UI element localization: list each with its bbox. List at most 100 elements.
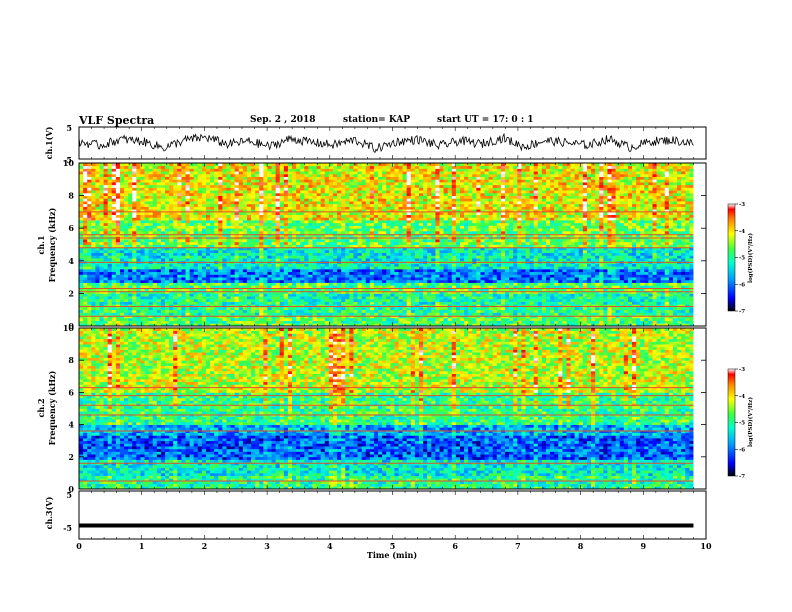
spectrogram-cell bbox=[312, 214, 317, 218]
spectrogram-cell bbox=[382, 279, 387, 283]
spectrogram-cell bbox=[140, 258, 145, 262]
spectrogram-cell bbox=[160, 323, 166, 327]
spectrogram-cell bbox=[95, 228, 100, 232]
spectrogram-cell bbox=[210, 225, 215, 229]
spectrogram-cell bbox=[83, 182, 88, 186]
spectrogram-cell bbox=[287, 306, 293, 311]
spectrogram-cell bbox=[119, 184, 125, 188]
spectrogram-cell bbox=[238, 296, 244, 300]
spectrogram-cell bbox=[177, 184, 182, 188]
spectrogram-cell bbox=[87, 304, 92, 308]
spectrogram-cell bbox=[357, 296, 363, 300]
spectrogram-cell bbox=[369, 312, 375, 316]
spectrogram-cell bbox=[296, 304, 301, 308]
spectrogram-cell bbox=[353, 317, 358, 321]
spectrogram-cell bbox=[119, 268, 125, 273]
spectrogram-cell bbox=[79, 266, 84, 270]
spectrogram-cell bbox=[287, 320, 293, 324]
spectrogram-cell bbox=[169, 228, 174, 232]
spectrogram-cell bbox=[402, 239, 408, 243]
spectrogram-cell bbox=[361, 255, 367, 259]
spectrogram-cell bbox=[361, 241, 367, 245]
spectrogram-cell bbox=[365, 274, 371, 278]
spectrogram-cell bbox=[324, 268, 330, 273]
spectrogram-cell bbox=[246, 241, 252, 245]
spectrogram-cell bbox=[287, 214, 293, 218]
spectrogram-cell bbox=[79, 195, 84, 199]
spectrogram-cell bbox=[91, 296, 96, 300]
spectrogram-cell bbox=[398, 258, 404, 262]
spectrogram-cell bbox=[91, 217, 96, 221]
spectrogram-cell bbox=[353, 258, 358, 262]
spectrogram-cell bbox=[132, 255, 137, 259]
spectrogram-cell bbox=[308, 190, 313, 194]
spectrogram-cell bbox=[156, 309, 162, 313]
spectrogram-cell bbox=[316, 239, 322, 243]
spectrogram-cell bbox=[230, 301, 236, 305]
spectrogram-cell bbox=[148, 312, 154, 316]
spectrogram-cell bbox=[197, 312, 203, 316]
spectrogram-cell bbox=[238, 165, 244, 169]
spectrogram-cell bbox=[406, 255, 412, 259]
spectrogram-cell bbox=[357, 211, 363, 216]
spectrogram-cell bbox=[283, 206, 289, 210]
spectrogram-cell bbox=[226, 187, 231, 191]
spectrogram-cell bbox=[197, 176, 203, 180]
spectrogram-cell bbox=[410, 309, 416, 313]
spectrogram-cell bbox=[312, 249, 317, 254]
spectrogram-cell bbox=[353, 209, 358, 213]
spectrogram-cell bbox=[136, 293, 141, 297]
spectrogram-cell bbox=[132, 279, 137, 283]
spectrogram-cell bbox=[300, 268, 305, 273]
spectrogram-cell bbox=[128, 195, 133, 199]
spectrogram-cell bbox=[226, 184, 231, 188]
spectrogram-cell bbox=[214, 317, 219, 321]
spectrogram-cell bbox=[234, 222, 240, 226]
spectrogram-cell bbox=[259, 217, 264, 221]
spectrogram-cell bbox=[365, 258, 371, 262]
spectrogram-cell bbox=[107, 187, 113, 191]
spectrogram-cell bbox=[378, 165, 383, 169]
spectrogram-cell bbox=[275, 228, 281, 232]
spectrogram-cell bbox=[345, 309, 350, 313]
spectrogram-cell bbox=[283, 220, 289, 224]
spectrogram-cell bbox=[214, 182, 219, 186]
spectrogram-cell bbox=[312, 184, 317, 188]
spectrogram-cell bbox=[259, 323, 264, 327]
spectrogram-cell bbox=[128, 211, 133, 216]
spectrogram-cell bbox=[160, 209, 166, 213]
spectrogram-cell bbox=[353, 304, 358, 308]
spectrogram-cell bbox=[246, 168, 252, 172]
spectrogram-cell bbox=[79, 249, 84, 254]
spectrogram-cell bbox=[160, 268, 166, 273]
spectrogram-cell bbox=[185, 214, 191, 218]
spectrogram-cell bbox=[124, 244, 129, 248]
spectrogram-cell bbox=[230, 258, 236, 262]
spectrogram-cell bbox=[173, 176, 178, 180]
spectrogram-cell bbox=[95, 249, 100, 254]
spectrogram-cell bbox=[283, 271, 289, 275]
spectrogram-cell bbox=[369, 168, 375, 172]
spectrogram-cell bbox=[193, 285, 199, 289]
spectrogram-cell bbox=[148, 195, 154, 199]
spectrogram-cell bbox=[197, 293, 203, 297]
spectrogram-cell bbox=[332, 239, 338, 243]
spectrogram-cell bbox=[160, 258, 166, 262]
spectrogram-cell bbox=[304, 244, 309, 248]
spectrogram-cell bbox=[132, 201, 137, 205]
spectrogram-cell bbox=[300, 255, 305, 259]
spectrogram-cell bbox=[312, 192, 317, 196]
spectrogram-cell bbox=[255, 309, 260, 313]
spectrogram-cell bbox=[107, 287, 113, 292]
spectrogram-cell bbox=[373, 192, 379, 196]
spectrogram-cell bbox=[267, 225, 272, 229]
ch1-spectrogram bbox=[79, 163, 706, 327]
spectrogram-cell bbox=[246, 320, 252, 324]
spectrogram-cell bbox=[402, 306, 408, 311]
spectrogram-cell bbox=[283, 296, 289, 300]
spectrogram-cell bbox=[148, 230, 154, 235]
spectrogram-cell bbox=[357, 176, 363, 180]
spectrogram-cell bbox=[234, 206, 240, 210]
spectrogram-cell bbox=[373, 217, 379, 221]
spectrogram-cell bbox=[369, 190, 375, 194]
